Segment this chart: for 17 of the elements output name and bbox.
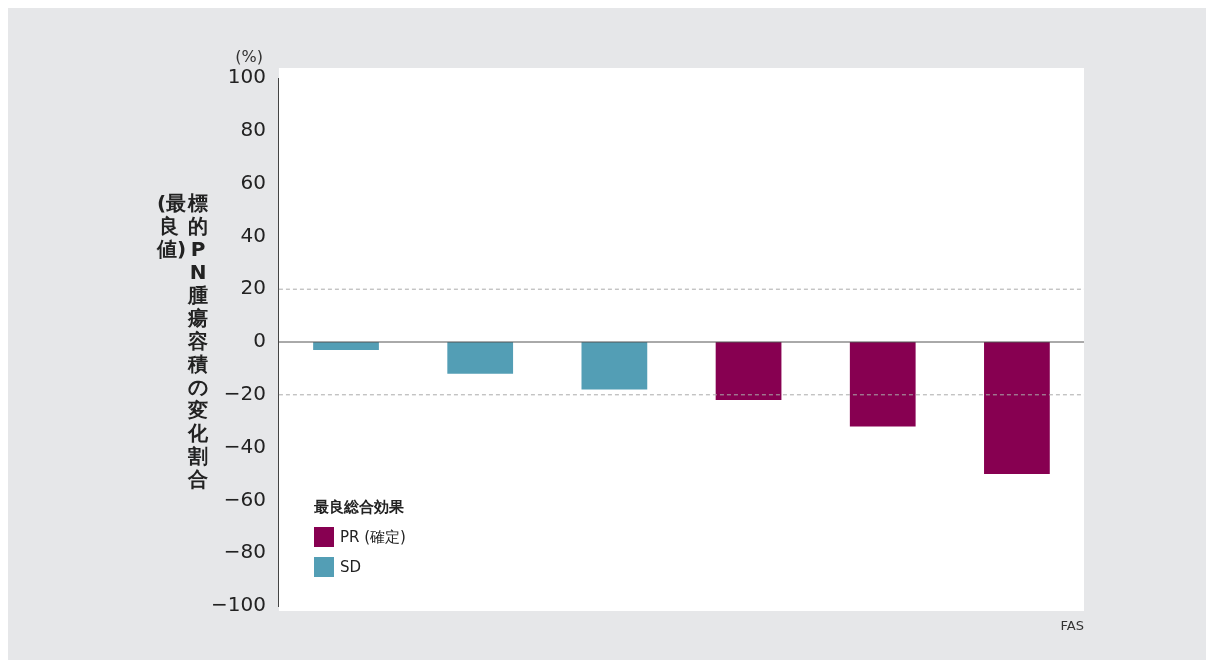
legend-label: SD	[340, 558, 362, 576]
y-tick-label: −20	[223, 381, 266, 405]
y-tick-label: −80	[223, 539, 266, 564]
y-tick-label: 40	[240, 222, 266, 247]
text: FAS	[1060, 617, 1084, 633]
y-tick-label: −100	[210, 592, 266, 617]
text: 標的PN腫瘍容積の変化割合(最良値)	[157, 191, 208, 491]
y-tick-label: 20	[240, 275, 266, 300]
legend-title: 最良総合効果	[314, 498, 405, 517]
y-tick-label: 100	[227, 64, 266, 89]
text: (%)	[235, 47, 263, 67]
y-tick-label: 0	[253, 328, 266, 353]
y-tick-label: −60	[223, 486, 266, 511]
y-tick-label: 80	[240, 117, 266, 141]
legend-label: PR (確定)	[340, 527, 406, 547]
y-tick-label: 60	[240, 169, 266, 194]
y-tick-label: −40	[223, 433, 266, 458]
